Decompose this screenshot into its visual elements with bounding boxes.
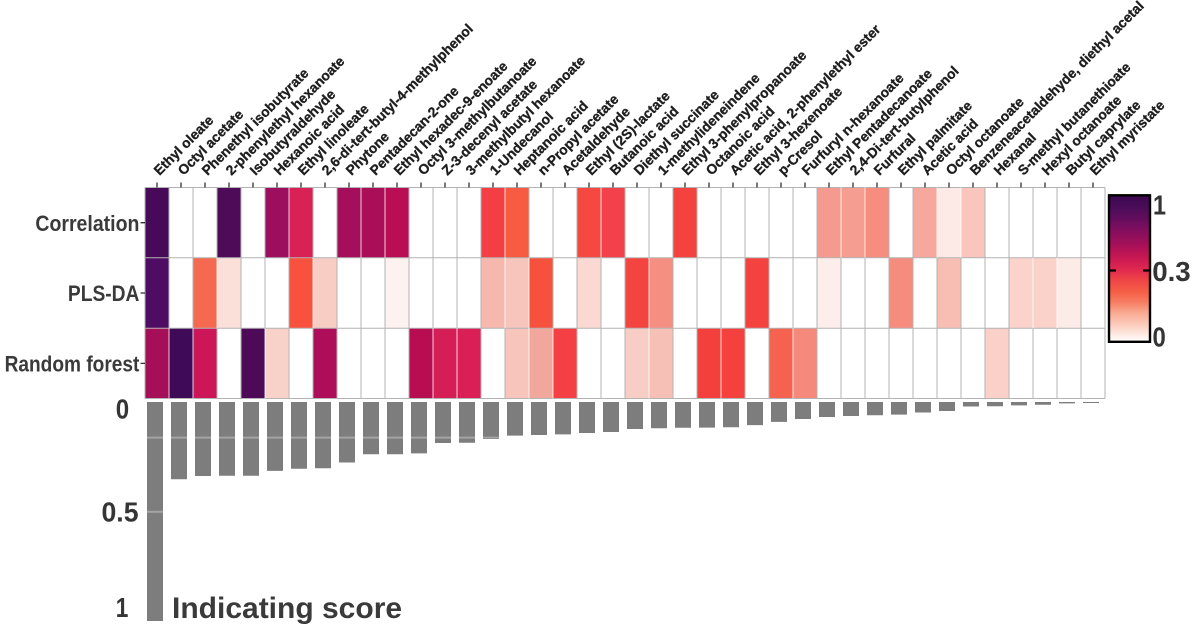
svg-text:PLS-DA: PLS-DA	[68, 281, 140, 306]
svg-text:Indicating score: Indicating score	[172, 592, 402, 625]
svg-text:Correlation: Correlation	[35, 211, 139, 236]
svg-text:0: 0	[1153, 322, 1166, 353]
svg-text:0.3: 0.3	[1152, 256, 1191, 287]
svg-text:0.5: 0.5	[102, 496, 139, 527]
svg-text:1: 1	[1153, 190, 1166, 221]
svg-text:0: 0	[116, 394, 129, 425]
svg-text:Random forest: Random forest	[5, 352, 140, 377]
svg-text:1: 1	[116, 592, 129, 623]
